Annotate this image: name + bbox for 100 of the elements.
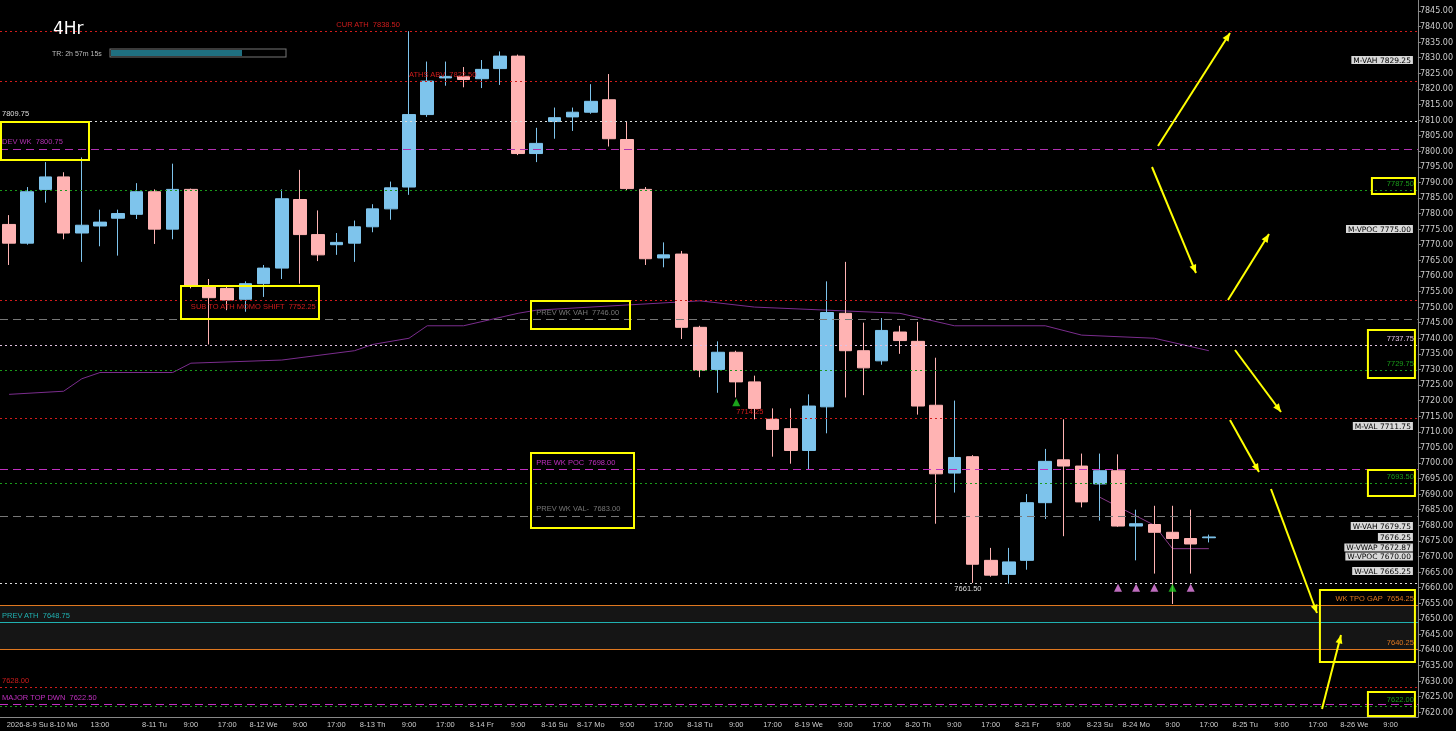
candlestick (1111, 453, 1125, 528)
y-tick-label: 7745.00 (1419, 318, 1454, 328)
y-tick-label: 7650.00 (1419, 614, 1454, 624)
candlestick (657, 241, 670, 268)
y-tick-label: 7780.00 (1419, 209, 1454, 219)
y-tick-label: 7740.00 (1419, 333, 1454, 343)
y-tick-label: 7715.00 (1419, 411, 1454, 421)
candlestick (984, 547, 998, 578)
candlestick (639, 186, 652, 266)
candlestick (802, 393, 816, 470)
candlestick (675, 250, 688, 340)
candlestick (1057, 418, 1070, 537)
candlestick (1148, 505, 1161, 575)
candlestick (584, 83, 598, 115)
candlestick (384, 181, 398, 221)
y-tick-label: 7665.00 (1419, 567, 1454, 577)
candlestick (1166, 505, 1179, 605)
candlestick (929, 357, 943, 525)
y-tick-label: 7720.00 (1419, 396, 1454, 406)
candlestick (293, 169, 307, 285)
y-tick-label: 7820.00 (1419, 84, 1454, 94)
y-tick-label: 7730.00 (1419, 364, 1454, 374)
y-tick-label: 7765.00 (1419, 255, 1454, 265)
candlestick (366, 203, 379, 233)
y-tick-label: 7840.00 (1419, 22, 1454, 31)
candlestick (148, 188, 161, 245)
candlestick (2, 214, 16, 266)
candlestick (893, 325, 907, 355)
y-tick-label: 7695.00 (1419, 474, 1454, 484)
y-tick-label: 7670.00 (1419, 551, 1454, 561)
candlestick (275, 188, 289, 280)
y-tick-label: 7805.00 (1419, 131, 1454, 141)
candlestick (911, 321, 925, 416)
y-tick-label: 7635.00 (1419, 661, 1454, 671)
y-tick-label: 7785.00 (1419, 193, 1454, 203)
candlestick (966, 454, 979, 584)
candlestick (1020, 493, 1034, 571)
candlestick (311, 209, 325, 262)
candlestick (475, 59, 489, 89)
candlestick (93, 209, 107, 247)
y-tick-label: 7625.00 (1419, 692, 1454, 702)
candlestick (729, 350, 743, 398)
candlestick (1075, 453, 1088, 508)
y-tick-label: 7755.00 (1419, 286, 1454, 296)
y-tick-label: 7685.00 (1419, 505, 1454, 515)
candlestick (1093, 453, 1107, 522)
candlestick (839, 261, 852, 398)
candlestick (784, 407, 798, 465)
candlestick (166, 163, 179, 240)
y-tick-label: 7795.00 (1419, 162, 1454, 172)
y-tick-label: 7640.00 (1419, 645, 1454, 655)
candlestick (184, 188, 198, 289)
candlestick (566, 107, 579, 132)
y-tick-label: 7830.00 (1419, 53, 1454, 63)
candlestick (857, 322, 870, 396)
candlestick (57, 171, 70, 240)
candlestick (602, 73, 616, 148)
y-tick-label: 7835.00 (1419, 37, 1454, 47)
candlestick (75, 156, 89, 263)
y-tick-label: 7750.00 (1419, 302, 1454, 312)
y-tick-label: 7735.00 (1419, 349, 1454, 359)
candlestick (711, 340, 725, 394)
candlestick (257, 264, 270, 298)
candlestick (548, 107, 561, 140)
y-tick-label: 7845.00 (1419, 6, 1454, 16)
y-tick-label: 7690.00 (1419, 489, 1454, 499)
candlestick (529, 127, 543, 163)
y-tick-label: 7705.00 (1419, 442, 1454, 452)
y-tick-label: 7680.00 (1419, 520, 1454, 530)
candlestick (20, 186, 34, 246)
candlestick (766, 407, 779, 458)
y-tick-label: 7810.00 (1419, 115, 1454, 125)
y-tick-label: 7800.00 (1419, 146, 1454, 156)
candlestick (39, 161, 52, 204)
y-tick-label: 7775.00 (1419, 224, 1454, 234)
y-tick-label: 7630.00 (1419, 676, 1454, 686)
candlestick (493, 50, 507, 86)
line-series (8, 300, 1210, 395)
y-tick-label: 7725.00 (1419, 380, 1454, 390)
y-tick-label: 7620.00 (1419, 707, 1454, 717)
candlestick (875, 317, 888, 366)
candlestick (948, 400, 961, 494)
candlestick (348, 220, 361, 263)
y-tick-label: 7645.00 (1419, 629, 1454, 639)
candlestick (693, 325, 707, 378)
y-tick-label: 7655.00 (1419, 598, 1454, 608)
candlestick (1038, 448, 1052, 520)
candlestick (130, 182, 143, 220)
y-tick-label: 7660.00 (1419, 583, 1454, 593)
y-tick-label: 7790.00 (1419, 177, 1454, 187)
candlestick (1129, 509, 1143, 561)
candlestick (511, 54, 525, 156)
candlestick (620, 121, 634, 191)
text: 4Hr (53, 17, 84, 38)
candlestick (111, 209, 125, 257)
candlestick (820, 280, 834, 434)
candlestick (330, 232, 343, 256)
y-tick-label: 7770.00 (1419, 240, 1454, 250)
y-tick-label: 7825.00 (1419, 68, 1454, 78)
y-tick-label: 7815.00 (1419, 99, 1454, 109)
